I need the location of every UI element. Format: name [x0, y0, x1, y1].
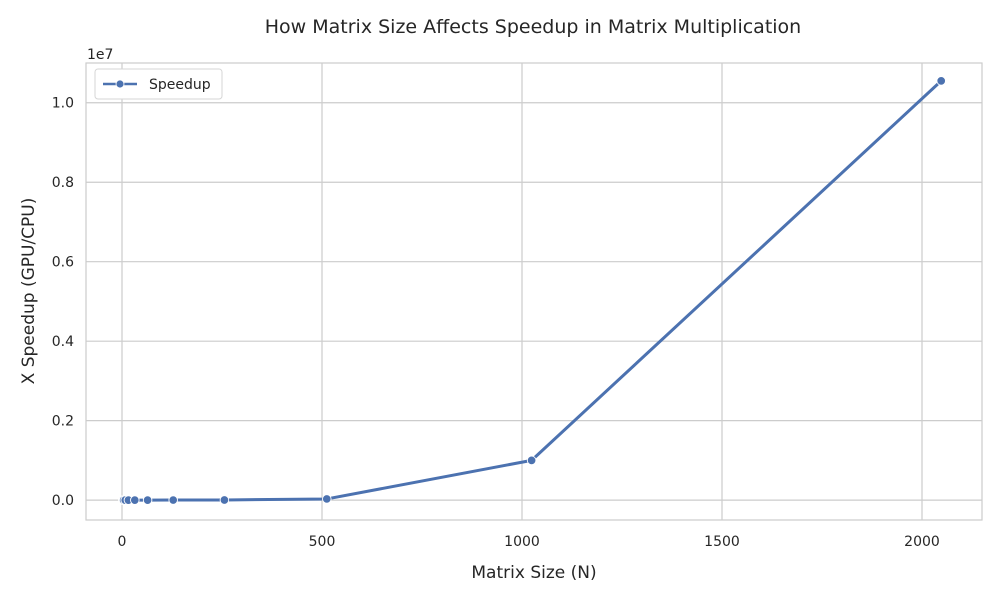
legend-box — [94, 68, 223, 100]
x-tick-label: 1500 — [704, 534, 740, 550]
legend: Speedup — [94, 68, 223, 100]
data-point — [130, 495, 140, 505]
x-tick-label: 2000 — [904, 534, 940, 550]
legend-marker-swatch — [115, 79, 125, 89]
y-axis-ticks: 0.0 0.2 0.4 0.6 0.8 1.0 — [52, 96, 74, 509]
data-point — [142, 495, 153, 505]
y-tick-label: 0.2 — [52, 414, 74, 430]
data-point — [526, 455, 537, 466]
y-axis-label: X Speedup (GPU/CPU) — [19, 198, 39, 385]
grid — [86, 63, 982, 520]
series-line-speedup — [121, 79, 943, 502]
y-offset-label: 1e7 — [87, 47, 113, 63]
plot-frame — [85, 62, 983, 521]
y-tick-label: 0.4 — [52, 334, 74, 350]
x-axis-ticks: 0 500 1000 1500 2000 — [118, 534, 940, 550]
y-tick-label: 1.0 — [52, 96, 74, 112]
chart-title: How Matrix Size Affects Speedup in Matri… — [265, 16, 801, 38]
data-point — [322, 494, 332, 504]
y-tick-label: 0.0 — [52, 493, 74, 509]
legend-label-speedup: Speedup — [149, 77, 211, 93]
x-tick-label: 500 — [309, 534, 336, 550]
data-point — [936, 76, 946, 86]
y-tick-label: 0.8 — [52, 175, 74, 191]
data-point — [219, 495, 230, 505]
x-tick-label: 1000 — [504, 534, 540, 550]
y-tick-label: 0.6 — [52, 255, 74, 271]
data-point — [168, 495, 178, 505]
x-axis-label: Matrix Size (N) — [471, 563, 596, 583]
x-tick-label: 0 — [118, 534, 127, 550]
series-layer — [118, 76, 946, 505]
